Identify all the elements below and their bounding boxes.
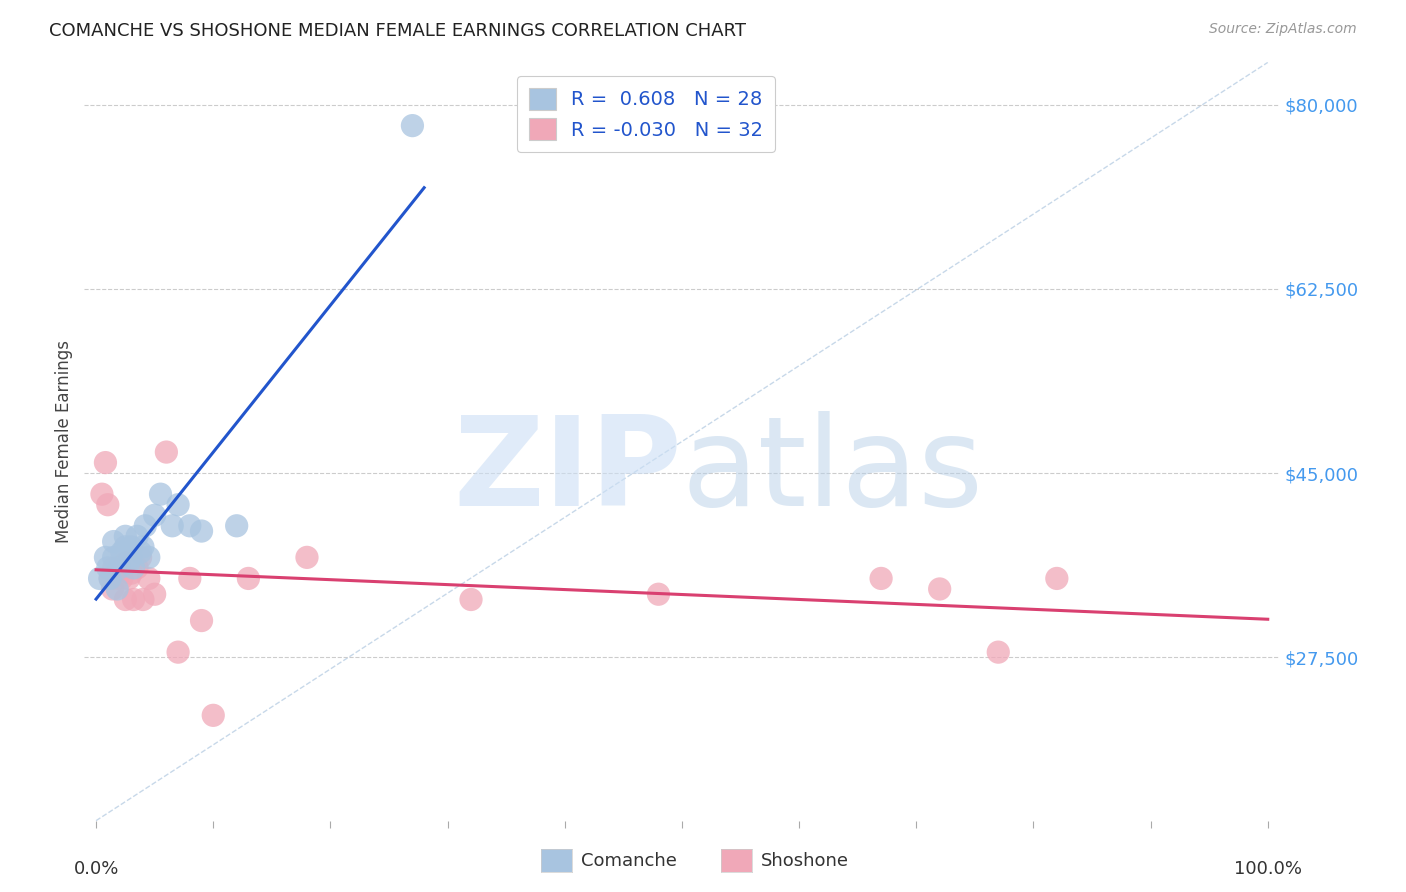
Point [132, 540, 155, 554]
Point [928, 582, 950, 596]
Point [120, 566, 142, 581]
Point [94, 550, 117, 565]
Point [122, 561, 145, 575]
Point [105, 582, 128, 596]
Point [111, 571, 134, 585]
Y-axis label: Median Female Earnings: Median Female Earnings [55, 340, 73, 543]
Point [120, 540, 142, 554]
Point [225, 518, 247, 533]
Legend: R =  0.608   N = 28, R = -0.030   N = 32: R = 0.608 N = 28, R = -0.030 N = 32 [517, 76, 775, 152]
Point [138, 550, 160, 565]
Point [103, 561, 125, 575]
Point [97, 498, 120, 512]
Point [129, 550, 152, 565]
Point [132, 592, 155, 607]
Point [90, 487, 114, 501]
Point [138, 571, 160, 585]
Text: Source: ZipAtlas.com: Source: ZipAtlas.com [1209, 22, 1357, 37]
Text: ZIP: ZIP [453, 411, 682, 533]
Point [167, 645, 190, 659]
Point [987, 645, 1010, 659]
Point [460, 592, 482, 607]
Point [143, 508, 166, 523]
Text: Shoshone: Shoshone [761, 852, 849, 870]
Point [114, 592, 136, 607]
Point [143, 587, 166, 601]
Point [134, 518, 156, 533]
Text: 0.0%: 0.0% [73, 860, 118, 878]
Point [118, 571, 141, 585]
Point [127, 561, 149, 575]
Point [155, 445, 177, 459]
Point [114, 556, 136, 570]
Point [122, 592, 145, 607]
Point [89, 571, 111, 585]
Point [114, 529, 136, 543]
Point [111, 545, 134, 559]
Point [401, 119, 423, 133]
Point [190, 524, 212, 538]
Point [103, 550, 125, 565]
Point [97, 561, 120, 575]
Point [295, 550, 318, 565]
Point [108, 561, 131, 575]
Point [105, 571, 128, 585]
Point [114, 540, 136, 554]
Point [120, 550, 142, 565]
Text: atlas: atlas [682, 411, 984, 533]
Text: 100.0%: 100.0% [1233, 860, 1302, 878]
Point [179, 571, 201, 585]
Point [647, 587, 669, 601]
Point [129, 545, 152, 559]
Text: Comanche: Comanche [581, 852, 676, 870]
Point [118, 556, 141, 570]
Point [127, 529, 149, 543]
Point [238, 571, 260, 585]
Text: COMANCHE VS SHOSHONE MEDIAN FEMALE EARNINGS CORRELATION CHART: COMANCHE VS SHOSHONE MEDIAN FEMALE EARNI… [49, 22, 747, 40]
Point [108, 561, 131, 575]
Point [1046, 571, 1069, 585]
Point [103, 534, 125, 549]
Point [190, 614, 212, 628]
Point [167, 498, 190, 512]
Point [162, 518, 183, 533]
Point [94, 456, 117, 470]
Point [149, 487, 172, 501]
Point [179, 518, 201, 533]
Point [202, 708, 225, 723]
Point [98, 571, 121, 585]
Point [101, 582, 124, 596]
Point [98, 571, 121, 585]
Point [870, 571, 893, 585]
